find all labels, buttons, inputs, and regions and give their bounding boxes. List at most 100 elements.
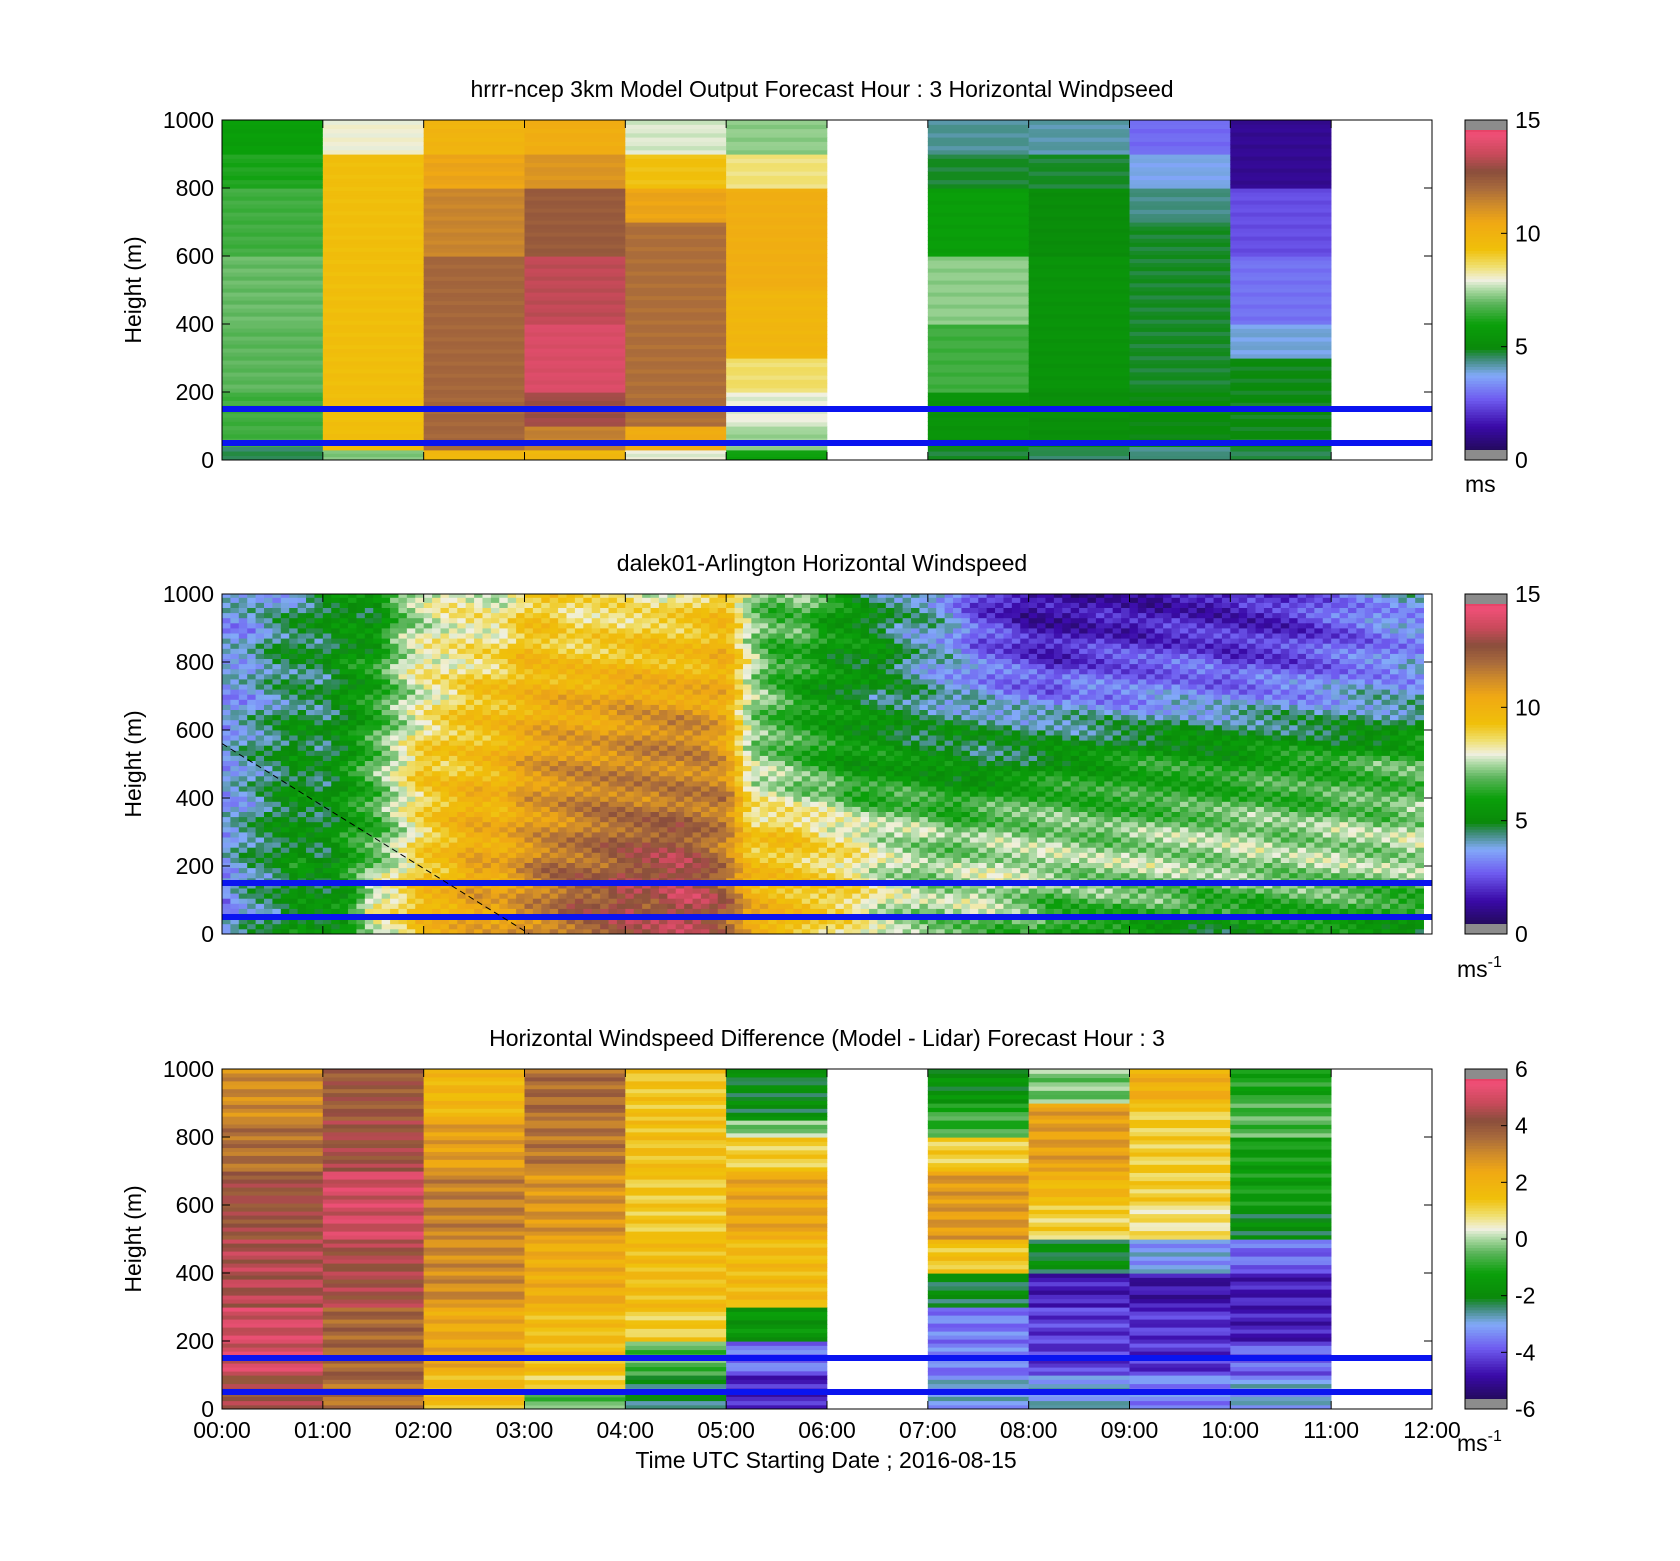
heat-cell <box>247 857 257 863</box>
heat-cell <box>432 633 441 639</box>
heat-cell <box>432 643 441 649</box>
heat-cell <box>423 137 525 142</box>
heat-cell <box>415 594 425 598</box>
heat-cell <box>642 724 651 731</box>
heat-cell <box>465 908 475 914</box>
heat-cell <box>457 653 467 659</box>
heat-cell <box>625 200 727 206</box>
heat-cell <box>423 709 433 716</box>
heat-cell <box>642 928 651 934</box>
heat-cell <box>558 888 567 894</box>
heat-cell <box>339 826 349 833</box>
heat-cell <box>322 251 424 256</box>
heat-cell <box>1129 175 1231 181</box>
heat-cell <box>558 730 567 736</box>
heat-cell <box>432 653 441 659</box>
heat-cell <box>398 714 408 721</box>
heat-cell <box>1028 179 1130 185</box>
heat-cell <box>499 679 509 685</box>
heat-cell <box>927 429 1029 435</box>
colorbar-swatch <box>1465 182 1507 186</box>
heat-cell <box>591 842 601 848</box>
heat-cell <box>306 832 315 838</box>
heat-cell <box>423 607 433 614</box>
heat-cell <box>625 166 727 172</box>
heat-cell <box>499 811 509 818</box>
heat-cell <box>314 689 324 695</box>
heat-cell <box>524 413 626 419</box>
heat-cell <box>1129 455 1231 460</box>
heat-cell <box>322 842 332 848</box>
heat-cell <box>339 663 349 670</box>
heat-cell <box>465 770 475 777</box>
heat-cell <box>474 832 483 838</box>
heat-cell <box>247 740 257 746</box>
heat-cell <box>289 617 299 624</box>
colorbar-swatch <box>1465 437 1507 441</box>
heat-cell <box>255 837 265 843</box>
heat-cell <box>373 594 383 598</box>
heat-cell <box>1028 383 1130 389</box>
heat-cell <box>574 867 584 874</box>
heat-cell <box>482 617 492 624</box>
heat-cell <box>423 228 525 233</box>
heat-cell <box>222 433 324 439</box>
heat-cell <box>482 719 492 726</box>
heat-cell <box>532 607 542 614</box>
heat-cell <box>222 918 231 925</box>
heat-cell <box>541 648 551 654</box>
heat-cell <box>423 340 525 346</box>
heat-cell <box>1028 288 1130 294</box>
heat-cell <box>406 622 416 629</box>
heat-cell <box>633 730 643 736</box>
heat-cell <box>709 852 719 858</box>
heat-cell <box>524 124 626 130</box>
heat-cell <box>532 816 542 823</box>
heat-cell <box>247 770 257 777</box>
heat-cell <box>272 801 282 807</box>
heat-cell <box>625 183 727 189</box>
heat-cell <box>390 602 399 608</box>
heat-cell <box>499 612 509 619</box>
heat-cell <box>222 622 231 629</box>
heat-cell <box>398 775 408 782</box>
heat-cell <box>549 755 559 761</box>
heat-cell <box>432 811 441 818</box>
heat-cell <box>490 594 500 598</box>
heat-cell <box>322 267 424 273</box>
heat-cell <box>356 740 366 746</box>
heat-cell <box>658 684 668 690</box>
heat-cell <box>238 658 248 665</box>
heat-cell <box>222 149 324 155</box>
heat-cell <box>348 648 357 654</box>
heat-cell <box>297 791 307 797</box>
heat-cell <box>280 612 290 619</box>
heat-cell <box>457 765 467 772</box>
heat-cell <box>927 300 1029 305</box>
heat-cell <box>247 842 257 848</box>
heat-cell <box>1129 270 1231 276</box>
heat-cell <box>532 602 542 608</box>
heat-cell <box>642 648 651 654</box>
heat-cell <box>474 801 483 807</box>
heat-cell <box>230 898 240 904</box>
heat-cell <box>432 684 441 690</box>
heat-cell <box>322 312 424 317</box>
heat-cell <box>600 730 609 736</box>
heat-cell <box>516 791 525 797</box>
heat-cell <box>583 796 593 802</box>
heat-cell <box>356 735 366 741</box>
heat-cell <box>289 816 299 823</box>
heat-cell <box>482 643 492 649</box>
heat-cell <box>398 597 408 603</box>
heat-cell <box>331 760 341 767</box>
colorbar-swatch <box>1465 292 1507 297</box>
heat-cell <box>457 679 467 685</box>
heat-cell <box>516 719 525 726</box>
heat-cell <box>516 658 525 665</box>
heat-cell <box>264 719 273 726</box>
heat-cell <box>247 903 257 909</box>
heat-cell <box>625 673 635 680</box>
heat-cell <box>322 740 332 746</box>
heat-cell <box>558 638 567 644</box>
